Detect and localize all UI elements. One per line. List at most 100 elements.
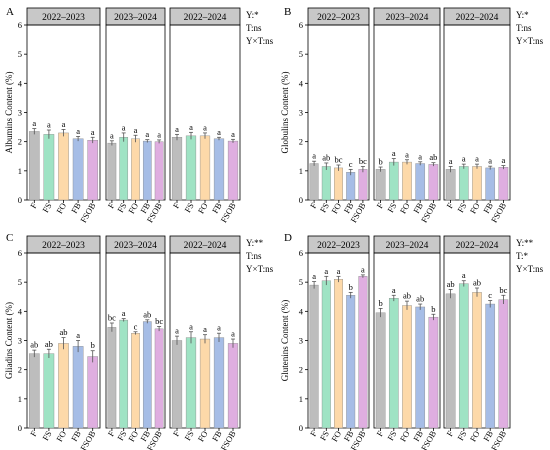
x-tick-label: FS	[318, 201, 332, 214]
x-tick-label: FS	[385, 429, 399, 442]
significance-letter: a	[76, 330, 80, 340]
bar-fsob	[87, 140, 99, 201]
x-tick-label: FO	[126, 201, 140, 215]
panel-c: C Gliadins Content (%) 0 1 2 3 4 5 6 Y:** T:ns Y×T:…	[4, 232, 274, 450]
facet-title: 2022–2024	[456, 13, 499, 23]
x-tick-label: F	[308, 201, 319, 210]
significance-letter: a	[418, 151, 422, 161]
significance-letter: ab	[59, 327, 67, 337]
y-tick-label: 5	[18, 49, 22, 59]
x-tick-label: FB	[342, 429, 356, 443]
significance-letter: c	[349, 159, 353, 169]
bar-fs	[119, 319, 129, 429]
stats-annotation: Y:**	[516, 238, 534, 248]
bar-fsob	[498, 299, 509, 429]
facet-title: 2023–2024	[114, 13, 157, 23]
x-tick-label: FS	[40, 201, 54, 214]
facet-title: 2022–2024	[184, 241, 227, 251]
significance-letter: bc	[334, 155, 342, 165]
significance-letter: ab	[416, 294, 424, 304]
bar-fb	[346, 172, 356, 201]
bar-fb	[346, 295, 356, 429]
significance-letter: bc	[108, 313, 116, 323]
significance-letter: a	[62, 119, 66, 129]
significance-letter: a	[203, 122, 207, 132]
bar-fsob	[428, 316, 439, 429]
bar-fs	[458, 166, 469, 201]
bar-f	[107, 327, 117, 429]
stats-annotation: Y:*	[246, 10, 259, 20]
significance-letter: a	[91, 127, 95, 137]
x-tick-label: FS	[455, 201, 469, 214]
bar-f	[107, 142, 117, 201]
facet: 2022–2023 ab Fab FS ab FO a FB b FSOB	[26, 235, 101, 450]
y-tick-label: 3	[299, 108, 303, 118]
stats-annotation: Y×T:ns	[246, 36, 274, 46]
bar-f	[445, 293, 456, 429]
y-axis-label: Albumins Content (%)	[4, 72, 14, 154]
bar-fs	[388, 298, 399, 429]
significance-letter: a	[337, 266, 341, 276]
bar-f	[28, 131, 40, 201]
significance-letter: bc	[499, 285, 507, 295]
bar-f	[445, 169, 456, 201]
bar-fo	[472, 166, 482, 201]
bar-fsob	[87, 356, 99, 429]
x-tick-label: F	[444, 429, 455, 438]
bar-fsob	[358, 276, 368, 429]
x-tick-label: FO	[398, 201, 412, 215]
y-tick-label: 2	[18, 137, 22, 147]
significance-letter: a	[76, 126, 80, 136]
significance-letter: a	[203, 324, 207, 334]
significance-letter: a	[47, 120, 51, 130]
bar-fb	[415, 306, 426, 429]
y-tick-label: 4	[299, 78, 304, 88]
x-tick-label: FS	[115, 201, 129, 214]
y-tick-label: 4	[18, 78, 23, 88]
y-tick-label: 6	[18, 20, 22, 30]
significance-letter: a	[175, 124, 179, 134]
bar-fs	[321, 166, 331, 201]
x-tick-label: FO	[126, 429, 140, 443]
bar-fo	[131, 333, 140, 429]
bar-fs	[119, 137, 129, 201]
bar-fb	[142, 321, 152, 429]
significance-letter: a	[175, 326, 179, 336]
facet-title: 2022–2023	[317, 241, 360, 251]
bar-fsob	[428, 164, 439, 201]
bar-fb	[213, 337, 225, 429]
y-tick-label: 6	[18, 248, 22, 258]
significance-letter: a	[449, 156, 453, 166]
y-tick-label: 3	[18, 336, 22, 346]
facet-title: 2023–2024	[386, 241, 429, 251]
significance-letter: a	[462, 154, 466, 164]
panel-a: A Albumins Content (%) 0 1 2 3 4 5 6 Y:* T:ns Y×T:n…	[4, 6, 274, 224]
x-tick-label: FB	[138, 201, 152, 215]
bar-fsob	[227, 140, 239, 201]
x-tick-label: F	[374, 429, 385, 438]
significance-letter: b	[431, 304, 435, 314]
bar-f	[171, 340, 183, 429]
x-tick-label: FB	[411, 201, 425, 215]
x-tick-label: FB	[138, 429, 152, 443]
x-tick-label: FS	[115, 429, 129, 442]
bar-fsob	[498, 167, 509, 201]
significance-letter: b	[91, 340, 95, 350]
x-tick-label: FB	[210, 201, 224, 215]
bar-f	[375, 169, 386, 201]
y-tick-label: 6	[299, 248, 303, 258]
x-tick-label: FSOB	[218, 429, 237, 450]
y-tick-label: 1	[18, 394, 22, 404]
significance-letter: a	[157, 129, 161, 139]
significance-letter: a	[122, 122, 126, 132]
facet-title: 2022–2023	[317, 13, 360, 23]
panel-d: D Glutenins Content (%) 0 1 2 3 4 5 6 Y:** T:* Y×T:…	[280, 232, 544, 450]
significance-letter: a	[217, 323, 221, 333]
